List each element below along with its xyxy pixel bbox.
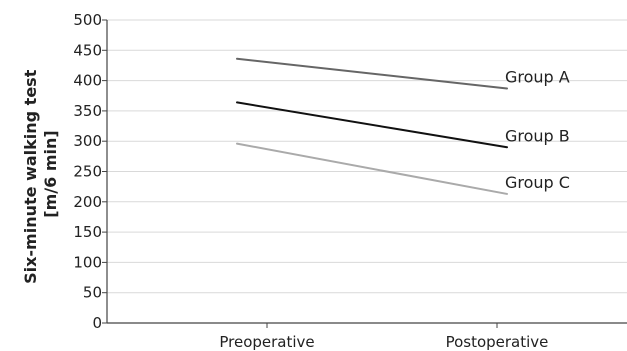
y-tick-label-450: 450 (73, 41, 102, 59)
y-tick-label-500: 500 (73, 11, 102, 29)
y-axis-title-line-1: Six-minute walking test (21, 69, 40, 284)
y-axis-title-line-2: [m/6 min] (41, 130, 60, 217)
y-tick-label-250: 250 (73, 163, 102, 181)
y-tick-label-150: 150 (73, 223, 102, 241)
y-tick-label-300: 300 (73, 132, 102, 150)
x-axis-ticks: Preoperative Postoperative (219, 323, 548, 351)
y-axis-title: Six-minute walking test [m/6 min] (21, 64, 60, 284)
series-labels: Group A Group B Group C (505, 67, 570, 191)
series-label-group-c: Group C (505, 173, 570, 192)
series-lines (236, 57, 508, 195)
y-tick-label-400: 400 (73, 72, 102, 90)
y-axis-ticks: 0 50 100 150 200 250 300 350 400 450 500 (73, 11, 107, 332)
x-tick-label-postoperative: Postoperative (446, 333, 549, 351)
gridlines (107, 19, 627, 294)
x-tick-label-preoperative: Preoperative (219, 333, 314, 351)
series-label-group-a: Group A (505, 67, 570, 86)
y-tick-label-100: 100 (73, 253, 102, 271)
y-tick-label-350: 350 (73, 102, 102, 120)
y-tick-label-0: 0 (92, 314, 102, 332)
series-line-group-a (236, 57, 508, 90)
series-label-group-b: Group B (505, 126, 570, 145)
series-line-group-c (236, 142, 508, 195)
y-tick-label-200: 200 (73, 193, 102, 211)
series-line-group-b (236, 101, 508, 149)
y-tick-label-50: 50 (83, 284, 102, 302)
